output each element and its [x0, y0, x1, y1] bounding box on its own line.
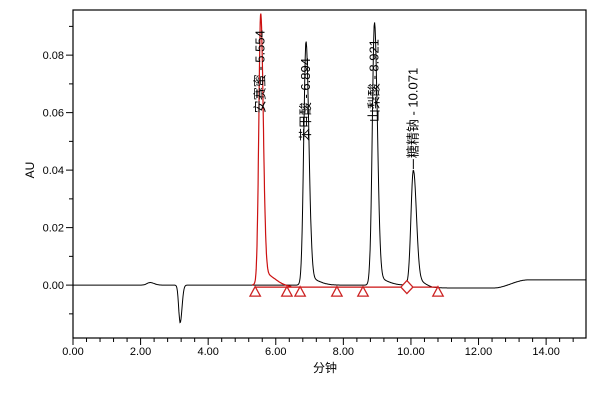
peak-label: 山梨酸 - 8.921: [366, 39, 381, 122]
y-tick-label: 0.04: [43, 165, 64, 177]
x-tick-label: 12.00: [465, 346, 493, 358]
peak-label: 安赛蜜 - 5.554: [253, 30, 268, 113]
y-axis-title: AU: [23, 162, 37, 179]
y-tick-label: 0.08: [43, 50, 64, 62]
trace-black-sample: [73, 22, 586, 324]
x-tick-label: 4.00: [197, 346, 218, 358]
integration-triangle-marker: [280, 285, 294, 297]
integration-triangle-marker: [293, 285, 307, 297]
integration-triangle-marker: [330, 285, 344, 297]
y-tick-label: 0.00: [43, 280, 64, 292]
y-tick-label: 0.02: [43, 223, 64, 235]
y-tick-label: 0.06: [43, 108, 64, 120]
integration-diamond-marker: [400, 279, 414, 295]
integration-triangle-marker: [248, 285, 262, 297]
plot-border: [72, 9, 587, 339]
y-axis: 0.00 0.02 0.04 0.06 0.08: [43, 25, 73, 315]
integration-triangle-marker: [356, 285, 370, 297]
x-tick-label: 2.00: [130, 346, 151, 358]
x-tick-label: 8.00: [333, 346, 354, 358]
chromatogram-traces: [73, 13, 586, 324]
x-tick-label: 6.00: [265, 346, 286, 358]
x-tick-label: 10.00: [397, 346, 425, 358]
x-axis: 0.00 2.00 4.00 6.00 8.00 10.00 12.00 14.00: [62, 338, 574, 358]
integration-marks: [248, 279, 445, 297]
peak-label: 苯甲酸 - 6.894: [298, 58, 313, 141]
trace-red-standard: [251, 13, 292, 287]
x-tick-label: 14.00: [532, 346, 560, 358]
peak-label: 糖精钠 - 10.071: [405, 68, 420, 158]
integration-triangle-marker: [431, 285, 445, 297]
peak-labels: 安赛蜜 - 5.554 苯甲酸 - 6.894 山梨酸 - 8.921 糖精钠 - 1…: [253, 30, 420, 170]
x-axis-title: 分钟: [313, 360, 337, 375]
x-tick-label: 0.00: [62, 346, 83, 358]
